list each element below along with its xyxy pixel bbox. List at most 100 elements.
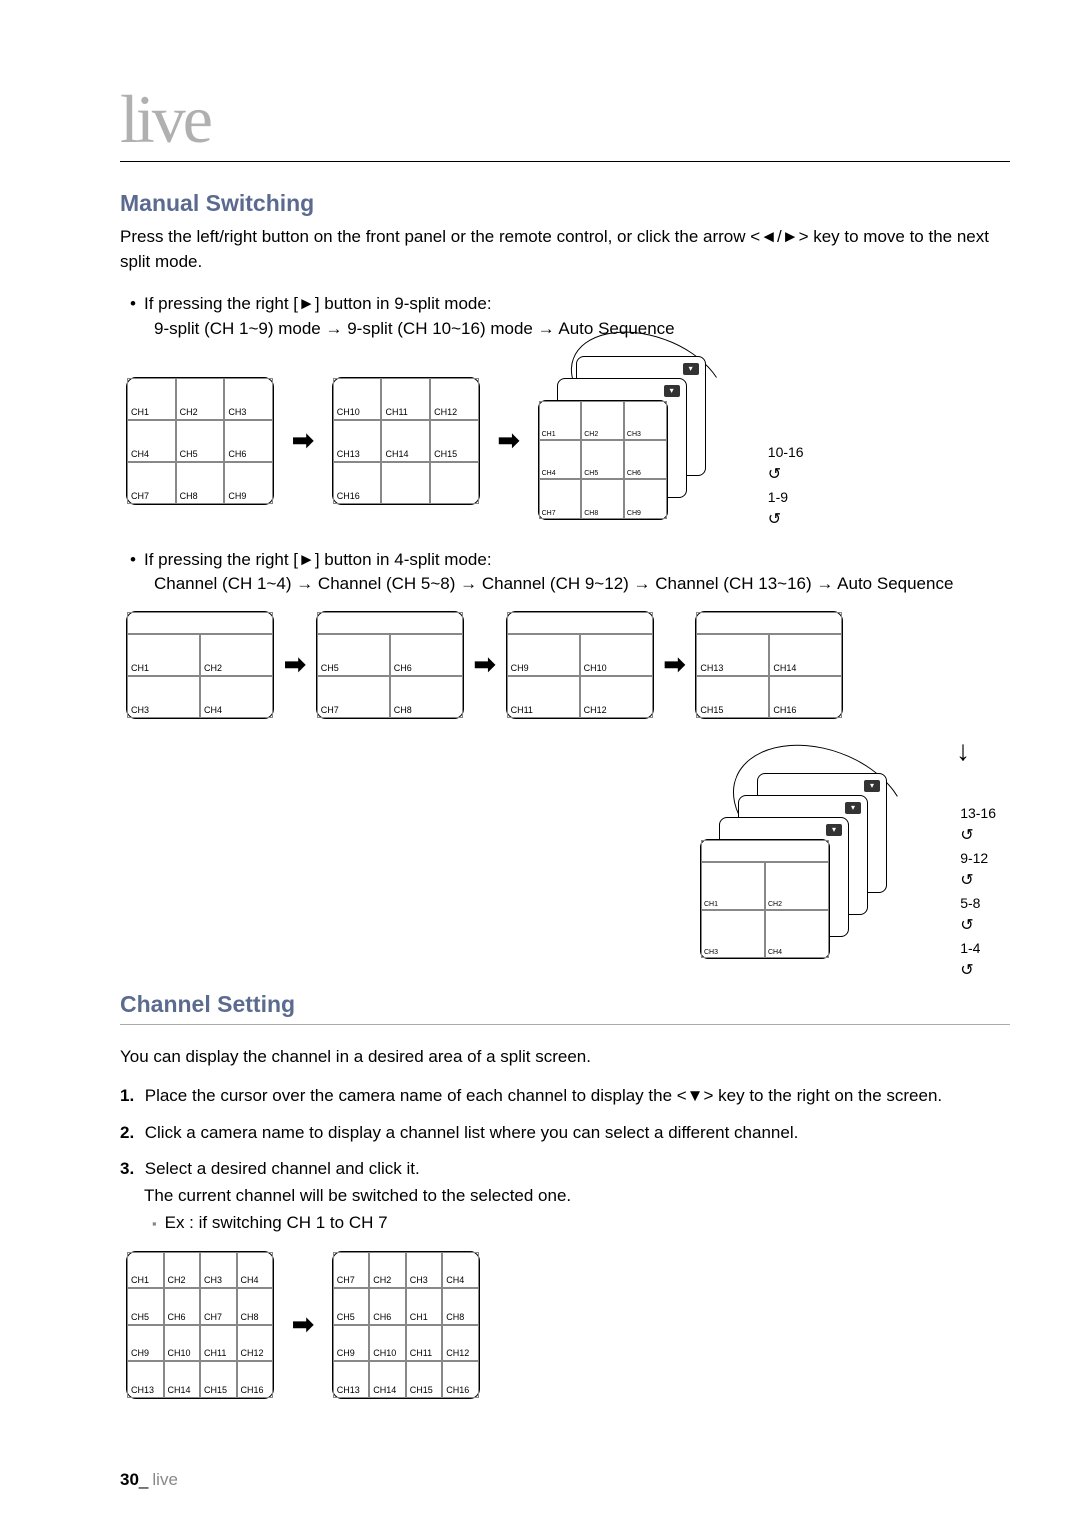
- step-num: 1.: [120, 1083, 140, 1109]
- bullet-4split-line1: If pressing the right [►] button in 4-sp…: [144, 550, 492, 569]
- grid-cell: CH10: [580, 634, 653, 676]
- dropdown-icon: ▾: [845, 802, 861, 814]
- grid-cell: CH14: [369, 1361, 406, 1398]
- grid-cell: CH3: [224, 378, 273, 420]
- step-1: 1. Place the cursor over the camera name…: [120, 1083, 1010, 1109]
- grid-cell: CH14: [381, 420, 430, 462]
- loop-icon: ↺: [960, 959, 996, 983]
- grid-cell: CH9: [333, 1325, 370, 1362]
- step-3: 3. Select a desired channel and click it…: [120, 1156, 1010, 1209]
- footer-section: live: [152, 1470, 178, 1489]
- page-footer: 30_live: [120, 1470, 178, 1490]
- grid-cell: CH5: [127, 1288, 164, 1325]
- step-3a-text: Select a desired channel and click it.: [145, 1159, 420, 1178]
- grid-cell: CH7: [200, 1288, 237, 1325]
- footer-underscore: _: [139, 1470, 148, 1489]
- grid-cell: CH3: [406, 1252, 443, 1289]
- grid-4-d: CH13 CH14 CH15 CH16: [695, 611, 843, 719]
- example-text: Ex : if switching CH 1 to CH 7: [165, 1213, 388, 1232]
- grid-cell: CH13: [333, 420, 382, 462]
- grid-cell: CH7: [317, 676, 390, 718]
- grid-cell: CH9: [507, 634, 580, 676]
- grid-topstrip: [317, 612, 463, 634]
- bullet-9split-line2: 9-split (CH 1~9) mode → 9-split (CH 10~1…: [130, 319, 675, 338]
- grid-cell: CH8: [176, 462, 225, 504]
- grid-cell: CH12: [430, 378, 479, 420]
- grid-cell: CH12: [237, 1325, 274, 1362]
- arrow-right-icon: ➡: [292, 425, 314, 456]
- title-rule: [120, 161, 1010, 162]
- dropdown-icon: ▾: [826, 824, 842, 836]
- grid-cell: CH3: [701, 910, 765, 958]
- grid-cell: CH6: [369, 1288, 406, 1325]
- grid-4-c: CH9 CH10 CH11 CH12: [506, 611, 654, 719]
- grid-cell: CH15: [200, 1361, 237, 1398]
- grid-cell: CH9: [127, 1325, 164, 1362]
- note-icon: ▪: [152, 1216, 157, 1231]
- grid-4-b: CH5 CH6 CH7 CH8: [316, 611, 464, 719]
- loop-icon: ↺: [960, 824, 996, 848]
- dropdown-icon: ▾: [683, 363, 699, 375]
- grid-cell: CH14: [164, 1361, 201, 1398]
- arrow-right-icon: ➡: [664, 649, 686, 680]
- grid-cell: CH1: [127, 1252, 164, 1289]
- grid-topstrip: [701, 840, 829, 862]
- grid-cell: CH1: [539, 401, 582, 440]
- grid-cell: CH1: [406, 1288, 443, 1325]
- grid-cell: CH9: [224, 462, 273, 504]
- grid-cell: CH1: [127, 378, 176, 420]
- grid-cell: CH10: [333, 378, 382, 420]
- cascade-label: 1-9: [768, 487, 804, 508]
- arrow-right-icon: ➡: [292, 1309, 314, 1340]
- grid-cell: CH16: [769, 676, 842, 718]
- grid-cell: CH4: [442, 1252, 479, 1289]
- bullet-icon: •: [130, 548, 144, 573]
- grid-cell: CH6: [624, 440, 667, 479]
- grid-cell: CH9: [624, 479, 667, 518]
- grid-cell: CH3: [127, 676, 200, 718]
- channel-setting-intro: You can display the channel in a desired…: [120, 1045, 1010, 1070]
- arrow-right-icon: ➡: [498, 425, 520, 456]
- cascade-label: 1-4: [960, 938, 996, 959]
- cascade4-wrap: ▾ ▾ ▾ CH1 CH2 CH3 CH4 13-16 ↺ 9-12 ↺ 5-8…: [120, 773, 1010, 973]
- grid-cell: CH2: [369, 1252, 406, 1289]
- grid-topstrip: [127, 612, 273, 634]
- grid-cell: CH11: [406, 1325, 443, 1362]
- grid-cell: CH2: [581, 401, 624, 440]
- step-2-text: Click a camera name to display a channel…: [145, 1123, 799, 1142]
- grid-cell: CH3: [200, 1252, 237, 1289]
- grid-cell: CH15: [430, 420, 479, 462]
- step-3b-text: The current channel will be switched to …: [144, 1186, 571, 1205]
- grid-cell: CH7: [333, 1252, 370, 1289]
- bullet-4split-line2: Channel (CH 1~4) → Channel (CH 5~8) → Ch…: [130, 574, 953, 593]
- grid-cell: CH13: [333, 1361, 370, 1398]
- step-num: 2.: [120, 1120, 140, 1146]
- grid-cell: CH6: [164, 1288, 201, 1325]
- grid-cell: CH15: [406, 1361, 443, 1398]
- dropdown-icon: ▾: [664, 385, 680, 397]
- cascade-label: 13-16: [960, 803, 996, 824]
- cascade-9-labels: 10-16 ↺ 1-9 ↺: [768, 442, 804, 532]
- grid-cell: CH10: [164, 1325, 201, 1362]
- grid-cell: CH2: [164, 1252, 201, 1289]
- dropdown-icon: ▾: [864, 780, 880, 792]
- grid-cell: CH1: [701, 862, 765, 910]
- grid-cell: CH16: [442, 1361, 479, 1398]
- diagram-16-row: CH1CH2CH3CH4CH5CH6CH7CH8CH9CH10CH11CH12C…: [126, 1251, 1010, 1399]
- loop-icon: ↺: [768, 508, 804, 532]
- example-note: ▪ Ex : if switching CH 1 to CH 7: [120, 1213, 1010, 1233]
- grid-cell: CH5: [581, 440, 624, 479]
- manual-switching-heading: Manual Switching: [120, 190, 1010, 217]
- grid-cell: CH16: [333, 462, 382, 504]
- cascade-label: 10-16: [768, 442, 804, 463]
- grid-cell: CH11: [381, 378, 430, 420]
- grid-cell: CH4: [127, 420, 176, 462]
- grid-16-b: CH7CH2CH3CH4CH5CH6CH1CH8CH9CH10CH11CH12C…: [332, 1251, 480, 1399]
- grid-cell: CH4: [200, 676, 273, 718]
- cascade-front: CH1 CH2 CH3 CH4 CH5 CH6 CH7 CH8 CH9: [538, 400, 668, 520]
- grid-4-a: CH1 CH2 CH3 CH4: [126, 611, 274, 719]
- grid-topstrip: [696, 612, 842, 634]
- cascade-4-labels: 13-16 ↺ 9-12 ↺ 5-8 ↺ 1-4 ↺: [960, 803, 996, 983]
- grid-cell: CH5: [176, 420, 225, 462]
- diagram-4split-row: CH1 CH2 CH3 CH4 ➡ CH5 CH6 CH7 CH8 ➡ CH9 …: [126, 611, 1010, 719]
